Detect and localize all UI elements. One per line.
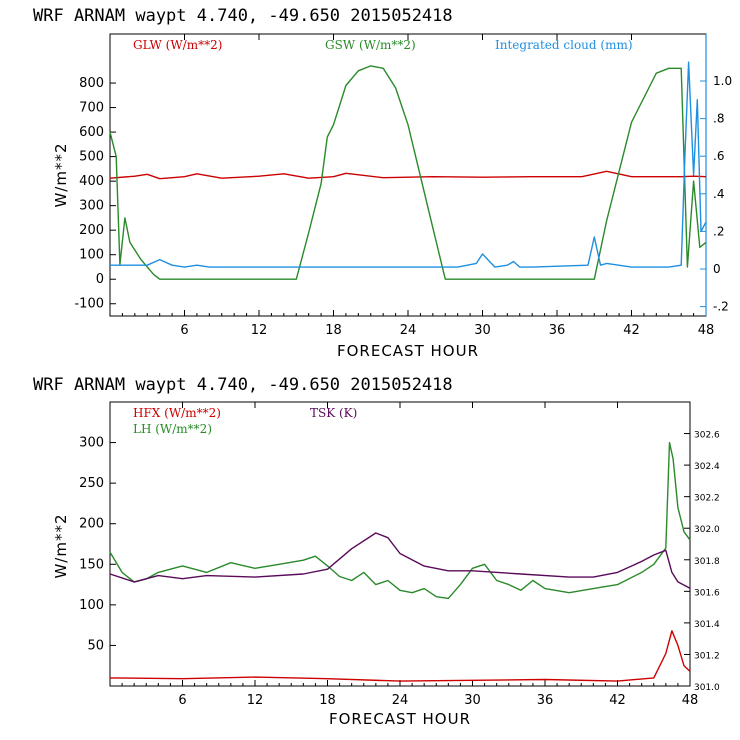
y-axis-label: W/m**2 — [52, 142, 70, 207]
y2-tick-label: 301.8 — [694, 557, 720, 567]
x-tick-label: 18 — [325, 323, 342, 338]
chart-panel-2: WRF ARNAM waypt 4.740, -49.650 201505241… — [33, 375, 720, 728]
plot-frame — [109, 33, 707, 317]
x-tick-label: 36 — [537, 693, 554, 708]
y2-tick-label: 302.4 — [694, 462, 720, 472]
y2-tick-label: .6 — [713, 149, 724, 163]
x-tick-label: 30 — [464, 693, 481, 708]
plot-frame — [109, 401, 691, 687]
y-tick-label: 300 — [79, 436, 104, 451]
y-tick-label: -100 — [74, 297, 104, 312]
series-line-1 — [109, 630, 691, 682]
x-tick-label: 12 — [247, 693, 264, 708]
x-tick-label: 36 — [549, 323, 566, 338]
y2-tick-label: 302.2 — [694, 494, 720, 504]
y-axis-left: 50 100 150 200 250 300 — [79, 436, 116, 653]
y2-tick-label: 301.6 — [694, 588, 720, 598]
series-line-1 — [109, 170, 707, 180]
y-axis-label: W/m**2 — [52, 513, 70, 578]
y-axis-left: -100 0 100 200 300 400 500 600 700 800 — [74, 76, 116, 312]
x-tick-label: 6 — [178, 693, 186, 708]
y2-tick-label: .2 — [713, 224, 724, 238]
series-line-3 — [109, 532, 691, 589]
legend-entry: HFX (W/m**2) — [133, 406, 221, 420]
y-axis-right: -.2 0 .2 .4 .6 .8 1.0 — [700, 34, 732, 316]
x-axis-label: FORECAST HOUR — [329, 710, 471, 728]
y-tick-label: 100 — [79, 598, 104, 613]
y-tick-label: 800 — [79, 76, 104, 91]
y-tick-label: 300 — [79, 199, 104, 214]
y2-tick-label: -.2 — [713, 300, 729, 314]
x-tick-label: 30 — [474, 323, 491, 338]
y-tick-label: 200 — [79, 517, 104, 532]
x-axis: 6 12 18 24 30 36 42 48 — [121, 402, 699, 708]
y2-tick-label: 301.4 — [694, 620, 720, 630]
y-axis-right: 301.0 301.2 301.4 301.6 301.8 302.0 302.2 302.4… — [684, 431, 720, 693]
y-tick-label: 400 — [79, 174, 104, 189]
legend-entry: GSW (W/m**2) — [325, 38, 416, 52]
legend-entry: GLW (W/m**2) — [133, 38, 222, 52]
y2-tick-label: 0 — [713, 262, 721, 276]
x-tick-label: 6 — [180, 323, 188, 338]
x-tick-label: 24 — [392, 693, 409, 708]
y2-tick-label: 301.2 — [694, 651, 720, 661]
y2-tick-label: .8 — [713, 112, 724, 126]
y-tick-label: 250 — [79, 476, 104, 491]
x-tick-label: 12 — [251, 323, 268, 338]
y2-tick-label: 1.0 — [713, 74, 732, 88]
y2-tick-label: 302.6 — [694, 431, 720, 441]
y2-tick-label: 302.0 — [694, 525, 720, 535]
y-tick-label: 0 — [96, 272, 104, 287]
series-line-3 — [110, 61, 707, 268]
series-line-2 — [109, 65, 707, 280]
y2-tick-label: 301.0 — [694, 683, 720, 693]
legend-entry: TSK (K) — [310, 406, 357, 420]
x-axis: 6 12 18 24 30 36 42 48 — [121, 34, 715, 338]
x-tick-label: 48 — [682, 693, 699, 708]
legend-entry: LH (W/m**2) — [133, 422, 212, 436]
x-tick-label: 24 — [400, 323, 417, 338]
x-tick-label: 18 — [319, 693, 336, 708]
y-tick-label: 700 — [79, 101, 104, 116]
chart-title: WRF ARNAM waypt 4.740, -49.650 201505241… — [33, 375, 453, 395]
legend-entry: Integrated cloud (mm) — [495, 38, 633, 52]
y-tick-label: 500 — [79, 150, 104, 165]
chart-panel-1: WRF ARNAM waypt 4.740, -49.650 201505241… — [33, 6, 732, 360]
y2-tick-label: .4 — [713, 187, 724, 201]
x-axis-label: FORECAST HOUR — [337, 342, 479, 360]
x-tick-label: 42 — [623, 323, 640, 338]
y-tick-label: 100 — [79, 248, 104, 263]
series-line-2 — [109, 441, 691, 600]
x-tick-label: 42 — [609, 693, 626, 708]
y-tick-label: 150 — [79, 557, 104, 572]
y-tick-label: 50 — [87, 638, 104, 653]
chart-title: WRF ARNAM waypt 4.740, -49.650 201505241… — [33, 6, 453, 26]
y-tick-label: 600 — [79, 125, 104, 140]
y-tick-label: 200 — [79, 223, 104, 238]
x-tick-label: 48 — [698, 323, 715, 338]
